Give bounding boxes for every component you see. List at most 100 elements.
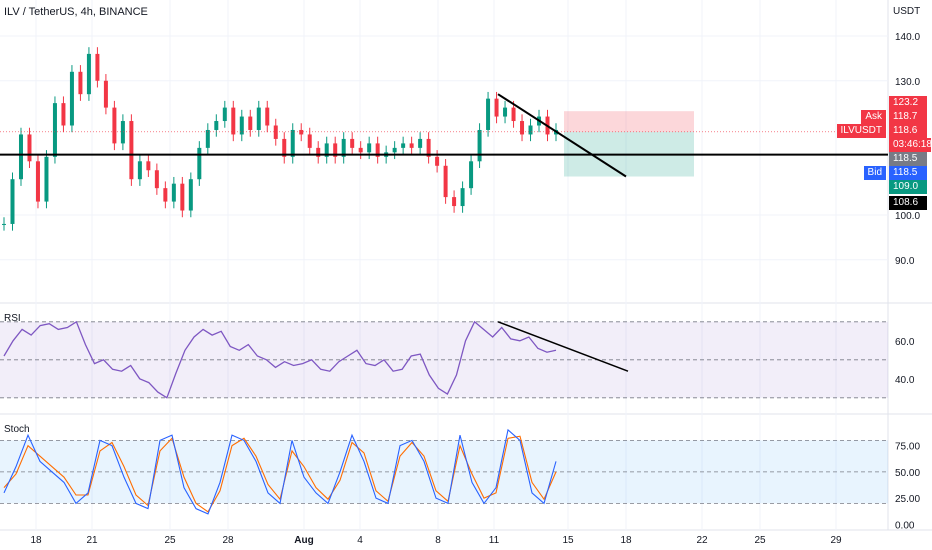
candle-body bbox=[44, 156, 49, 202]
stoch-k-line bbox=[3, 428, 557, 515]
rsi-trend-line bbox=[497, 321, 629, 372]
candle-body bbox=[316, 147, 321, 157]
price-tick-label: 90.0 bbox=[895, 256, 915, 267]
candle-body bbox=[231, 107, 236, 135]
stoch-tick-label: 25.00 bbox=[895, 494, 920, 505]
candle-body bbox=[307, 134, 312, 148]
time-tick-label: Aug bbox=[294, 535, 313, 546]
candle-body bbox=[112, 107, 117, 144]
candle-body bbox=[358, 147, 363, 153]
candle-body bbox=[222, 107, 227, 122]
candle-body bbox=[528, 125, 533, 135]
candle-body bbox=[239, 116, 244, 135]
candle-body bbox=[2, 223, 6, 225]
axes: 140.0 130.0 100.0 90.0 18 21 25 28 Aug 4 8 11 15 18 22… bbox=[30, 32, 920, 546]
marker-value: 118.7 bbox=[889, 110, 927, 124]
candle-body bbox=[35, 161, 40, 202]
time-tick-label: 21 bbox=[86, 535, 98, 546]
candle-body bbox=[163, 188, 168, 202]
marker-value: 118.6 bbox=[889, 124, 927, 138]
candle-body bbox=[460, 188, 465, 207]
rsi-pane bbox=[0, 320, 888, 399]
candle-body bbox=[52, 103, 57, 157]
marker-value: 109.0 bbox=[889, 180, 927, 194]
countdown-value: 03:46:18 bbox=[889, 138, 932, 152]
candle-body bbox=[69, 71, 74, 126]
time-tick-label: 28 bbox=[222, 535, 234, 546]
candle-body bbox=[511, 107, 516, 122]
time-tick-label: 11 bbox=[489, 535, 500, 546]
candle-body bbox=[27, 134, 32, 162]
chart-title: ILV / TetherUS, 4h, BINANCE bbox=[4, 6, 148, 18]
candle-body bbox=[341, 138, 346, 157]
marker-value: 123.2 bbox=[889, 96, 927, 110]
stoch-tick-label: 0.00 bbox=[895, 520, 915, 531]
candle-body bbox=[367, 143, 372, 153]
price-unit: USDT bbox=[893, 6, 921, 17]
candle-body bbox=[486, 98, 491, 130]
candles bbox=[2, 47, 558, 231]
candle-body bbox=[129, 121, 134, 180]
candle-body bbox=[265, 107, 270, 126]
candle-body bbox=[452, 197, 457, 207]
candle-body bbox=[120, 121, 125, 144]
candle-body bbox=[375, 143, 380, 157]
time-tick-label: 4 bbox=[357, 535, 363, 546]
stoch-d-line bbox=[3, 435, 557, 513]
downtrend-line bbox=[497, 93, 627, 178]
candle-body bbox=[435, 156, 440, 166]
stoch-tick-label: 75.00 bbox=[895, 442, 920, 453]
stoch-label: Stoch bbox=[4, 424, 30, 435]
candle-body bbox=[299, 129, 304, 135]
candle-body bbox=[95, 53, 100, 81]
candle-body bbox=[103, 80, 108, 108]
rsi-line bbox=[3, 320, 557, 399]
rsi-label: RSI bbox=[4, 313, 21, 324]
candle-body bbox=[256, 107, 261, 130]
marker-value: 118.5 bbox=[889, 166, 927, 180]
price-tick-label: 140.0 bbox=[895, 32, 920, 43]
candle-body bbox=[324, 143, 329, 157]
time-tick-label: 18 bbox=[30, 535, 42, 546]
marker-tag: ILVUSDT bbox=[836, 124, 886, 138]
time-tick-label: 29 bbox=[830, 535, 842, 546]
candle-body bbox=[10, 179, 15, 224]
candle-body bbox=[188, 179, 193, 211]
candle-body bbox=[290, 129, 295, 157]
marker-value: 108.6 bbox=[889, 196, 927, 210]
candle-body bbox=[477, 129, 482, 162]
candle-body bbox=[86, 53, 91, 95]
grid-lines bbox=[0, 0, 932, 531]
stoch-pane bbox=[0, 428, 888, 515]
candle-body bbox=[494, 98, 499, 117]
marker-tag: Bid bbox=[863, 166, 886, 180]
time-tick-label: 18 bbox=[620, 535, 632, 546]
rsi-tick-label: 60.0 bbox=[895, 337, 915, 348]
candle-body bbox=[409, 143, 414, 148]
candle-body bbox=[180, 183, 185, 211]
candle-body bbox=[137, 161, 142, 180]
candle-body bbox=[418, 138, 423, 148]
candle-body bbox=[171, 183, 176, 202]
candle-body bbox=[146, 161, 151, 171]
candle-body bbox=[392, 147, 397, 153]
candle-body bbox=[469, 161, 474, 189]
price-tick-label: 100.0 bbox=[895, 211, 920, 222]
candle-body bbox=[282, 138, 287, 157]
drawn-lines[interactable] bbox=[0, 93, 888, 178]
price-tick-label: 130.0 bbox=[895, 77, 920, 88]
candle-body bbox=[273, 125, 278, 139]
candle-body bbox=[350, 138, 355, 148]
candle-body bbox=[18, 134, 23, 180]
marker-value: 118.5 bbox=[889, 152, 927, 166]
candle-body bbox=[426, 138, 431, 157]
candle-body bbox=[248, 116, 253, 130]
time-tick-label: 8 bbox=[435, 535, 441, 546]
stop-zone bbox=[564, 111, 694, 132]
marker-tag: Ask bbox=[861, 110, 886, 124]
candle-body bbox=[333, 143, 338, 157]
stoch-tick-label: 50.00 bbox=[895, 468, 920, 479]
time-tick-label: 25 bbox=[164, 535, 176, 546]
candle-body bbox=[401, 143, 406, 148]
